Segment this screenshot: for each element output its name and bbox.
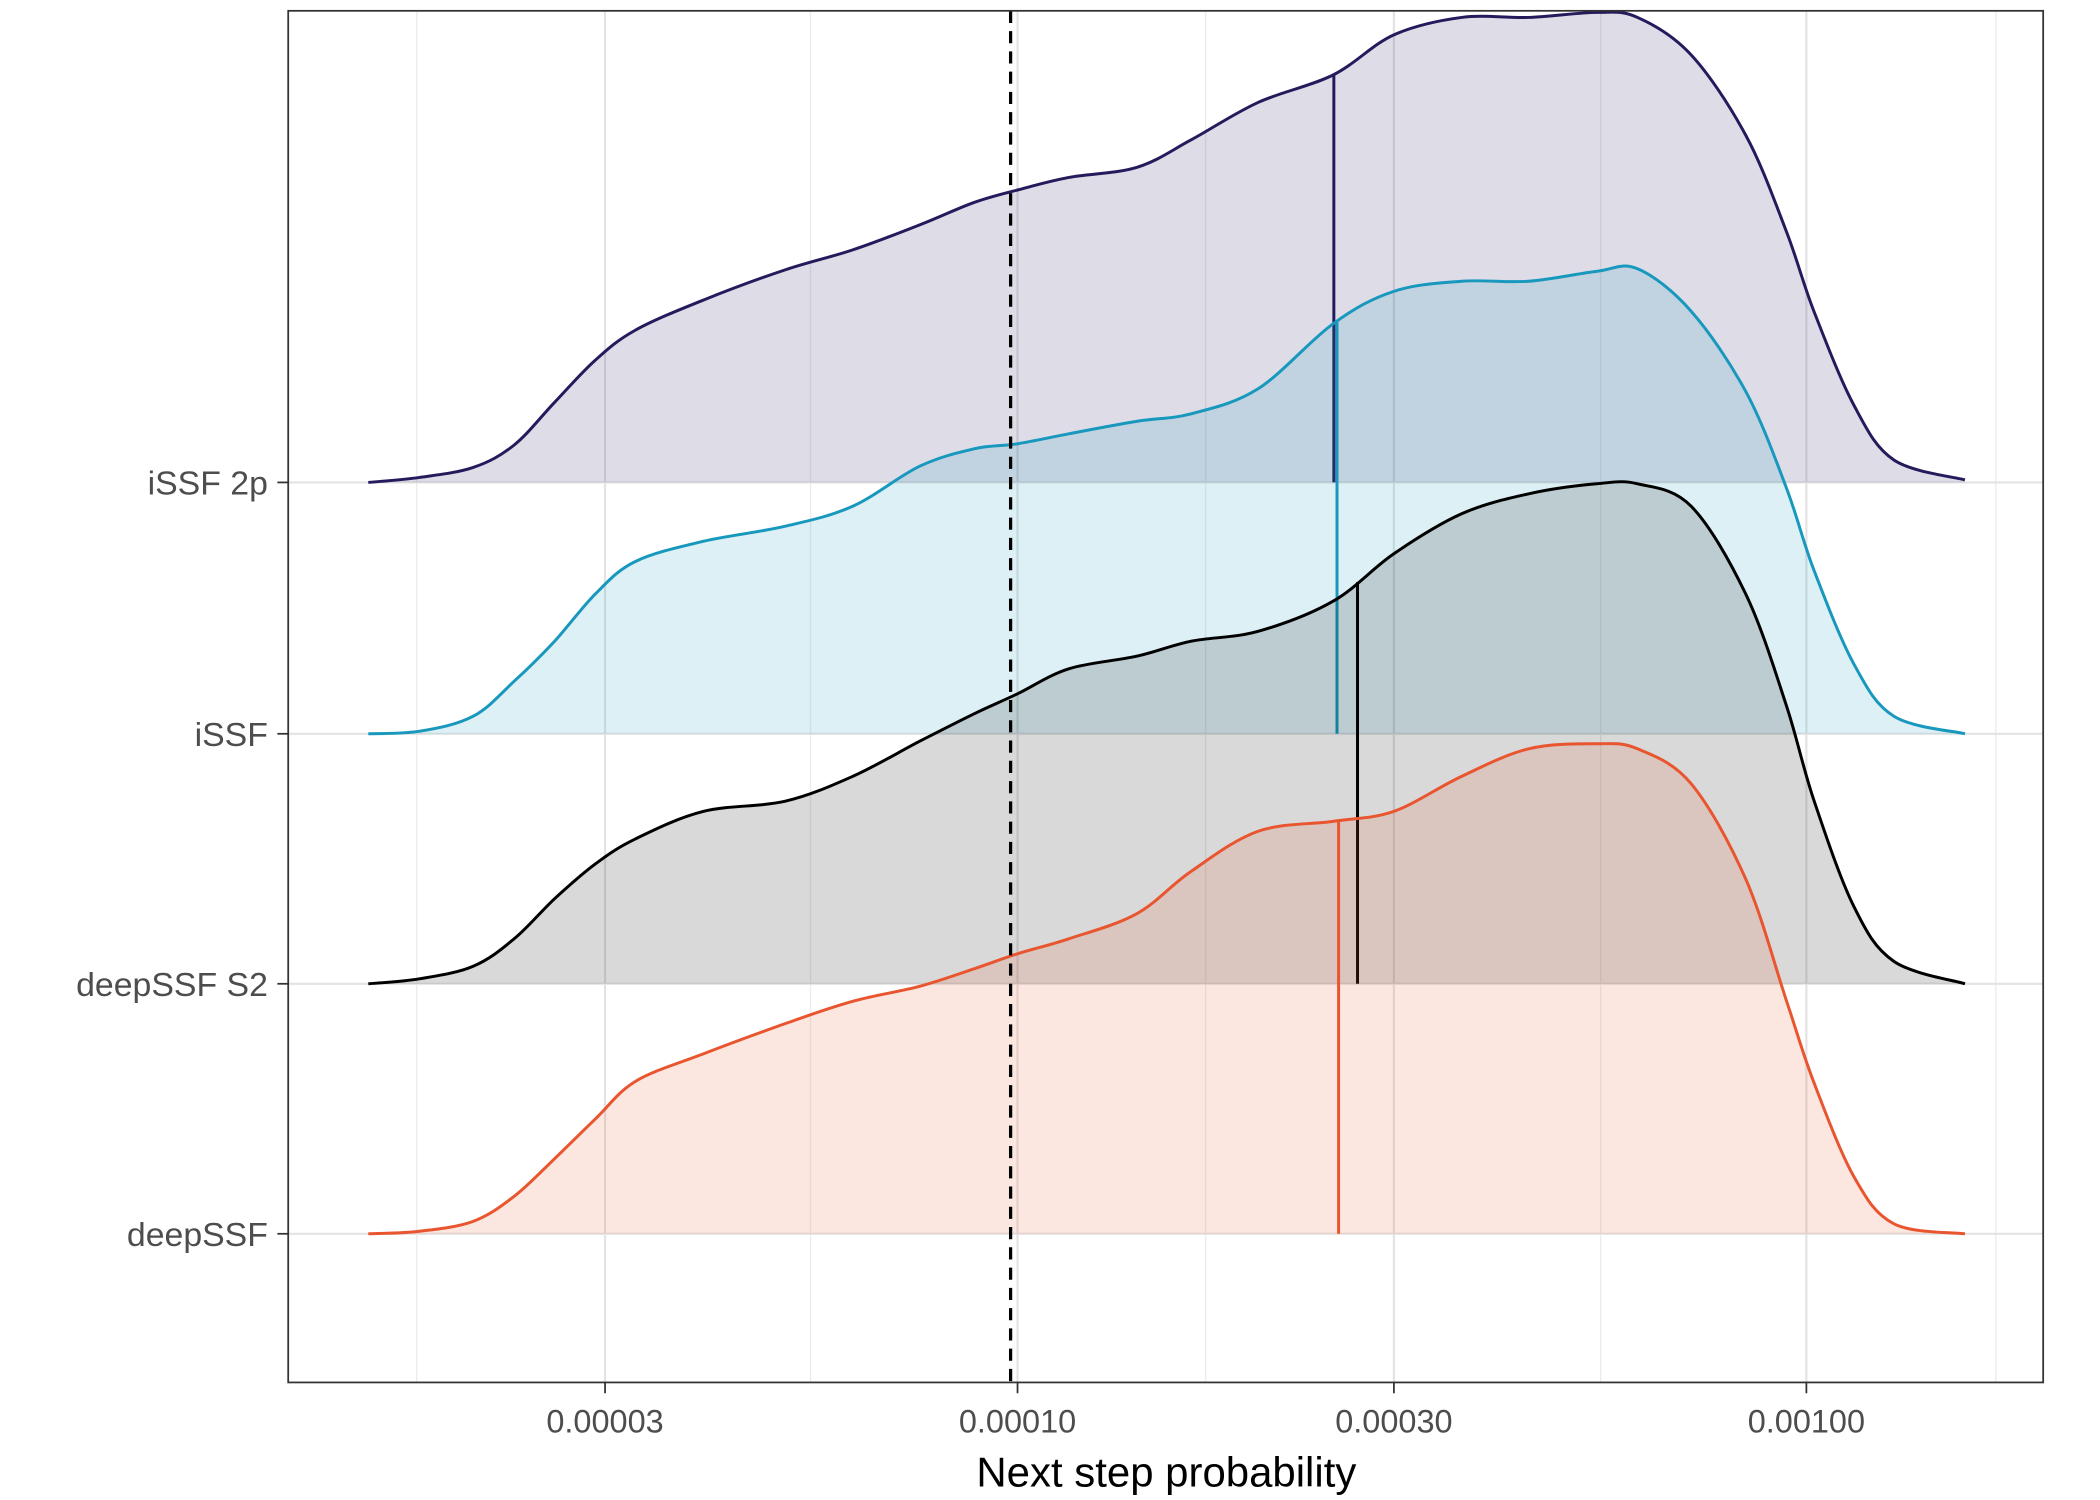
density-line	[368, 10, 1966, 484]
y-tick-label: iSSF 2p	[148, 465, 268, 503]
ridge-deepssf-s2	[368, 480, 1966, 986]
density-fill	[368, 266, 1965, 734]
plot-panel-border	[287, 9, 2045, 1384]
y-tick-label: deepSSF S2	[76, 966, 268, 1004]
x-tick-label: 0.00100	[1748, 1403, 1865, 1439]
x-axis: 0.00003 0.00010 0.00030 0.00100	[546, 1382, 1865, 1439]
density-line	[368, 742, 1966, 1236]
density-line	[368, 480, 1966, 986]
x-axis-title: Next step probability	[976, 1449, 1356, 1496]
grid	[288, 10, 2044, 1383]
x-tick-label: 0.00010	[959, 1403, 1076, 1439]
ridge-issf	[368, 264, 1966, 736]
x-tick-label: 0.00003	[546, 1403, 663, 1439]
density-fill	[368, 481, 1965, 984]
ridges	[368, 10, 1966, 1236]
density-fill	[368, 12, 1965, 483]
ridge-deepssf	[368, 742, 1966, 1236]
ridge-issf-2p	[368, 10, 1966, 484]
y-axis: iSSF 2p iSSF deepSSF S2 deepSSF	[76, 465, 289, 1254]
density-fill	[368, 743, 1965, 1234]
x-tick-label: 0.00030	[1335, 1403, 1452, 1439]
y-tick-label: iSSF	[195, 716, 268, 754]
density-line	[368, 264, 1966, 736]
y-tick-label: deepSSF	[127, 1216, 268, 1254]
